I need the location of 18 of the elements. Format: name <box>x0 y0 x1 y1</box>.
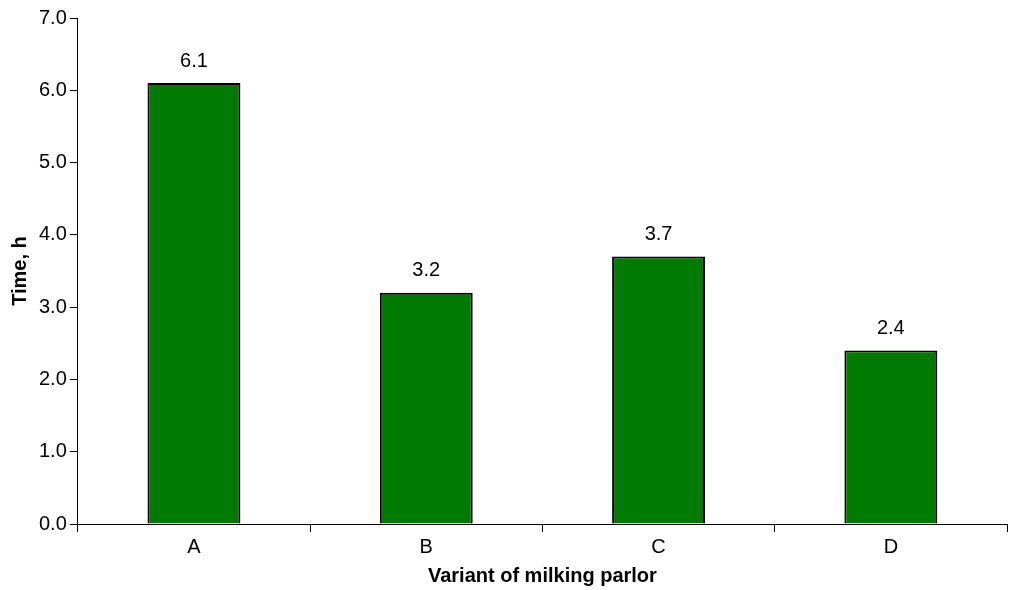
y-tick-label: 2.0 <box>38 366 67 389</box>
y-tick-label: 1.0 <box>38 439 67 462</box>
y-tick-label: 3.0 <box>38 294 67 317</box>
data-label: 3.2 <box>412 258 441 281</box>
data-label: 6.1 <box>180 48 208 71</box>
y-tick-label: 7.0 <box>38 5 67 28</box>
x-tick-label: C <box>651 534 666 557</box>
y-tick-label: 5.0 <box>38 150 67 173</box>
data-label: 2.4 <box>876 316 905 339</box>
y-tick-label: 0.0 <box>38 511 67 534</box>
x-axis-title: Variant of milking parlor <box>427 563 658 586</box>
x-tick-label: B <box>419 534 433 557</box>
y-axis-title: Time, h <box>7 236 30 306</box>
y-tick-label: 4.0 <box>38 222 67 245</box>
y-tick-label: 6.0 <box>38 77 67 100</box>
x-tick-label: D <box>883 534 899 557</box>
data-label: 3.7 <box>644 222 673 245</box>
x-tick-label: A <box>187 534 202 557</box>
